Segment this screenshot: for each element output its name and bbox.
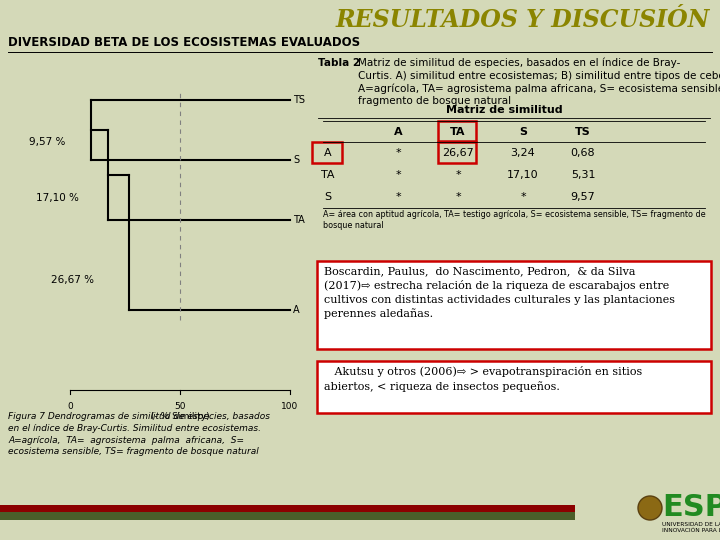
Bar [0, 512, 575, 520]
Text: Figura 7 Dendrogramas de similitud de especies, basados
en el índice de Bray-Cur: Figura 7 Dendrogramas de similitud de es… [8, 412, 270, 456]
Text: Tabla 2: Tabla 2 [318, 58, 364, 68]
Text: 5,31: 5,31 [571, 170, 595, 180]
FancyBboxPatch shape [317, 361, 711, 413]
Bar [438, 121, 476, 141]
Text: 100: 100 [282, 402, 299, 411]
Text: *: * [455, 170, 461, 180]
Text: (- % Simility): (- % Simility) [150, 412, 210, 421]
Bar [0, 505, 575, 512]
Text: A: A [293, 305, 300, 315]
Text: S: S [325, 192, 332, 202]
Text: TS: TS [575, 127, 591, 137]
Text: TA: TA [293, 215, 305, 225]
Text: A= área con aptitud agrícola, TA= testigo agrícola, S= ecosistema sensible, TS= : A= área con aptitud agrícola, TA= testig… [323, 210, 706, 230]
Text: 0: 0 [67, 402, 73, 411]
Circle shape [638, 496, 662, 520]
Text: A: A [324, 148, 332, 158]
Text: DIVERSIDAD BETA DE LOS ECOSISTEMAS EVALUADOS: DIVERSIDAD BETA DE LOS ECOSISTEMAS EVALU… [8, 37, 360, 50]
Text: TA: TA [450, 127, 466, 137]
Text: 17,10: 17,10 [507, 170, 539, 180]
Text: Boscardin, Paulus,  do Nascimento, Pedron,  & da Silva
(2017)⇨ estrecha relación: Boscardin, Paulus, do Nascimento, Pedron… [324, 266, 675, 320]
Text: ESPE: ESPE [662, 494, 720, 523]
Bar [438, 142, 476, 163]
FancyBboxPatch shape [317, 261, 711, 349]
Text: RESULTADOS Y DISCUSIÓN: RESULTADOS Y DISCUSIÓN [336, 8, 710, 32]
Text: *: * [395, 148, 401, 158]
Text: 9,57: 9,57 [571, 192, 595, 202]
Text: Matriz de similitud: Matriz de similitud [446, 105, 562, 115]
Text: A: A [394, 127, 402, 137]
Text: 26,67 %: 26,67 % [50, 275, 94, 285]
Text: S: S [519, 127, 527, 137]
Text: 0,68: 0,68 [571, 148, 595, 158]
Text: INNOVACIÓN PARA LA EXCELENCIA: INNOVACIÓN PARA LA EXCELENCIA [662, 528, 720, 532]
Text: 17,10 %: 17,10 % [35, 193, 78, 203]
Text: Akutsu y otros (2006)⇨ > evapotranspiración en sitios
abiertos, < riqueza de ins: Akutsu y otros (2006)⇨ > evapotranspirac… [324, 366, 642, 392]
Text: UNIVERSIDAD DE LAS FUERZAS ARMADAS: UNIVERSIDAD DE LAS FUERZAS ARMADAS [662, 522, 720, 526]
Text: *: * [520, 192, 526, 202]
Text: *: * [395, 170, 401, 180]
Text: S: S [293, 155, 299, 165]
Text: *: * [455, 192, 461, 202]
Text: 50: 50 [174, 402, 186, 411]
Text: 26,67: 26,67 [442, 148, 474, 158]
Text: 9,57 %: 9,57 % [29, 137, 66, 147]
Text: TS: TS [293, 95, 305, 105]
Text: *: * [395, 192, 401, 202]
Text: 3,24: 3,24 [510, 148, 536, 158]
Bar [312, 142, 342, 163]
Text: Matriz de similitud de especies, basados en el índice de Bray-
Curtis. A) simili: Matriz de similitud de especies, basados… [358, 58, 720, 106]
Text: TA: TA [321, 170, 335, 180]
